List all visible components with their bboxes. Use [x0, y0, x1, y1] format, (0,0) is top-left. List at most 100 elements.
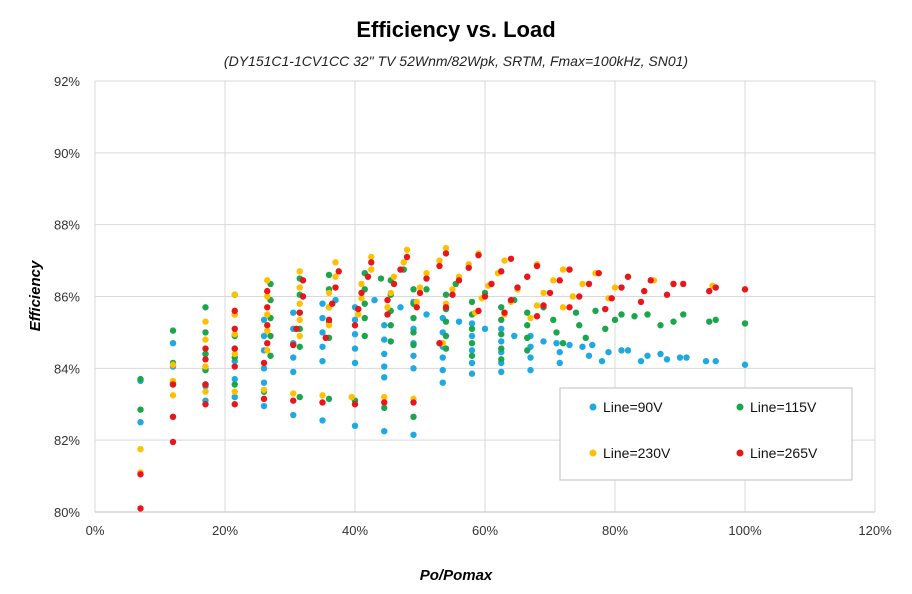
data-point — [351, 359, 359, 367]
legend-label: Line=265V — [750, 445, 818, 461]
data-point — [559, 304, 567, 311]
data-point — [296, 309, 303, 316]
data-point — [325, 395, 333, 403]
data-point — [498, 356, 505, 363]
x-tick-label: 0% — [86, 523, 105, 538]
data-point — [390, 280, 398, 288]
data-point — [319, 300, 326, 307]
data-point — [351, 422, 359, 429]
data-point — [449, 286, 456, 293]
data-point — [582, 334, 589, 342]
data-point — [657, 350, 664, 358]
x-tick-labels: 0% 20% 40% 60% 80% 100% 120% — [86, 523, 892, 538]
data-point — [319, 357, 326, 365]
data-point — [264, 293, 271, 300]
x-tick-label: 40% — [342, 523, 368, 538]
legend-label: Line=230V — [603, 445, 671, 461]
data-point — [527, 354, 534, 361]
data-point — [468, 332, 476, 340]
data-point — [540, 338, 547, 345]
y-tick-label: 80% — [54, 505, 80, 520]
data-point — [442, 291, 450, 298]
data-point — [589, 341, 596, 349]
data-point — [299, 277, 307, 284]
legend-marker — [589, 449, 597, 457]
data-point — [680, 280, 687, 288]
data-point — [556, 348, 563, 356]
data-point — [351, 401, 359, 408]
data-point — [644, 311, 651, 318]
data-point — [702, 357, 710, 365]
data-point — [657, 322, 664, 329]
data-point — [608, 295, 615, 302]
series-line-265v — [137, 250, 749, 512]
data-point — [559, 266, 567, 273]
data-point — [397, 304, 404, 311]
data-point — [202, 356, 209, 363]
data-point — [683, 354, 690, 361]
y-tick-label: 82% — [54, 433, 80, 448]
data-point — [384, 311, 391, 318]
data-point — [169, 327, 177, 334]
data-point — [290, 390, 297, 397]
data-point — [202, 381, 209, 388]
data-point — [169, 339, 177, 347]
data-point — [533, 262, 541, 270]
data-point — [498, 325, 505, 333]
data-point — [231, 401, 238, 408]
data-point — [260, 316, 268, 324]
data-point — [706, 318, 713, 325]
data-point — [641, 287, 648, 295]
data-point — [498, 268, 505, 275]
data-point — [468, 320, 476, 327]
data-point — [290, 341, 297, 349]
data-point — [475, 251, 482, 259]
data-point — [202, 388, 209, 395]
data-point — [169, 438, 177, 446]
data-point — [663, 356, 671, 363]
data-point — [624, 273, 632, 280]
data-point — [644, 352, 651, 359]
y-tick-label: 90% — [54, 146, 80, 161]
data-point — [468, 347, 476, 354]
data-point — [410, 329, 417, 336]
data-point — [361, 300, 368, 307]
data-point — [293, 325, 300, 333]
data-point — [576, 293, 583, 300]
x-tick-label: 80% — [602, 523, 628, 538]
data-point — [335, 268, 342, 275]
y-tick-label: 88% — [54, 218, 80, 233]
data-point — [546, 289, 554, 297]
data-point — [468, 359, 476, 367]
data-point — [442, 250, 450, 257]
data-point — [585, 280, 593, 288]
data-point — [322, 334, 329, 342]
data-point — [384, 296, 391, 304]
data-point — [381, 404, 388, 412]
data-point — [439, 379, 446, 386]
data-point — [605, 348, 612, 356]
data-point — [384, 304, 391, 311]
data-point — [670, 318, 677, 325]
data-point — [231, 331, 238, 338]
data-point — [410, 314, 417, 322]
data-point — [712, 284, 719, 291]
data-point — [611, 316, 619, 324]
data-point — [611, 284, 619, 291]
data-point — [524, 334, 531, 342]
data-point — [481, 293, 489, 300]
data-point — [527, 366, 534, 374]
data-point — [264, 322, 271, 329]
data-point — [260, 379, 268, 386]
data-point — [267, 352, 274, 359]
data-point — [449, 291, 456, 298]
data-point — [465, 264, 472, 271]
data-point — [442, 244, 450, 252]
data-point — [296, 393, 303, 401]
data-point — [231, 291, 238, 298]
legend-label: Line=115V — [750, 399, 817, 415]
data-point — [524, 322, 531, 329]
data-point — [137, 406, 144, 413]
data-point — [416, 289, 424, 297]
